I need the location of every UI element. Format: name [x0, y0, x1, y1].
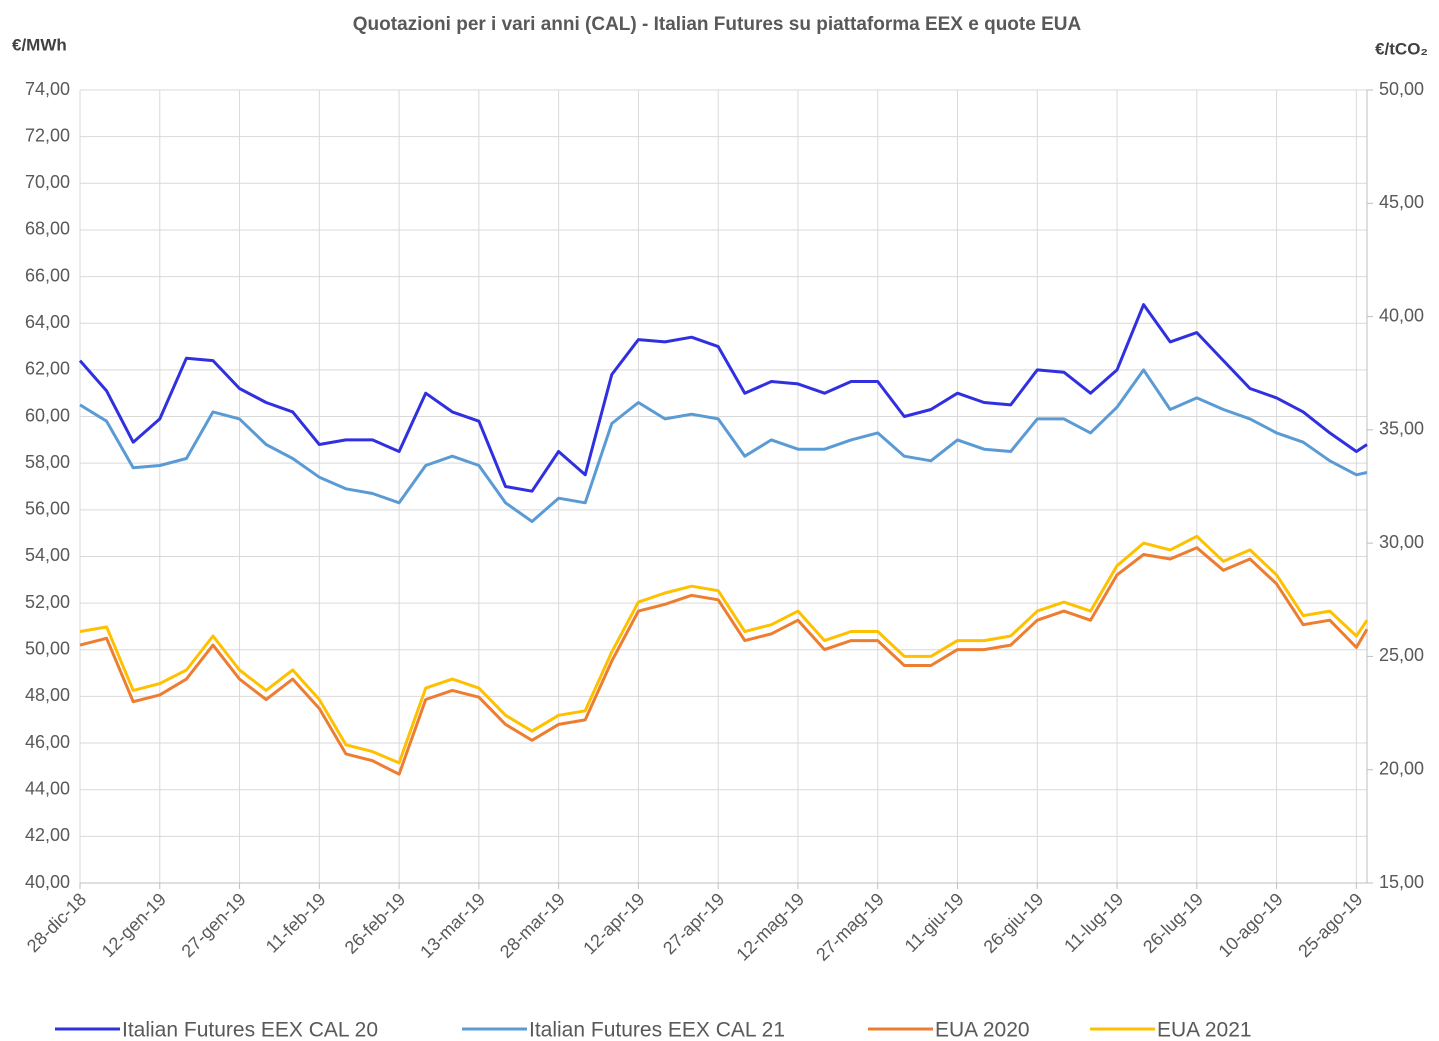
x-tick-label: 28-dic-18 [23, 889, 90, 956]
series-line [78, 303, 1368, 493]
x-tick-label: 11-giu-19 [901, 889, 968, 956]
y-tick-label: 62,00 [25, 359, 70, 379]
y-tick-label: 44,00 [25, 778, 70, 798]
y2-axis-label: €/tCO₂ [1375, 39, 1428, 58]
y2-tick-label: 30,00 [1379, 532, 1424, 552]
y-tick-label: 70,00 [25, 172, 70, 192]
y2-tick-label: 15,00 [1379, 872, 1424, 892]
x-tick-label: 25-ago-19 [1294, 889, 1366, 961]
y-tick-label: 56,00 [25, 499, 70, 519]
y-tick-label: 58,00 [25, 452, 70, 472]
x-tick-label: 13-mar-19 [416, 889, 489, 962]
x-tick-label: 12-gen-19 [98, 889, 170, 961]
x-tick-label: 12-apr-19 [579, 889, 648, 958]
x-tick-label: 28-mar-19 [496, 889, 569, 962]
y-tick-label: 66,00 [25, 265, 70, 285]
legend-label: Italian Futures EEX CAL 21 [529, 1019, 785, 1041]
chart-title: Quotazioni per i vari anni (CAL) - Itali… [353, 14, 1082, 35]
x-tick-label: 10-ago-19 [1215, 889, 1287, 961]
y2-tick-label: 25,00 [1379, 645, 1424, 665]
y-tick-label: 72,00 [25, 125, 70, 145]
y-tick-label: 74,00 [25, 79, 70, 99]
y-tick-label: 50,00 [25, 639, 70, 659]
y2-tick-label: 45,00 [1379, 192, 1424, 212]
x-tick-label: 11-feb-19 [262, 889, 330, 957]
y-tick-label: 46,00 [25, 732, 70, 752]
y-tick-label: 42,00 [25, 825, 70, 845]
legend-label: EUA 2021 [1157, 1019, 1252, 1041]
y2-tick-label: 20,00 [1379, 758, 1424, 778]
y-tick-label: 54,00 [25, 545, 70, 565]
y-tick-label: 40,00 [25, 872, 70, 892]
y-tick-label: 60,00 [25, 405, 70, 425]
x-tick-label: 11-lug-19 [1060, 889, 1127, 956]
y2-tick-label: 50,00 [1379, 79, 1424, 99]
x-tick-label: 26-feb-19 [341, 889, 410, 958]
legend-label: Italian Futures EEX CAL 20 [122, 1019, 378, 1041]
x-tick-label: 27-mag-19 [812, 889, 888, 965]
x-tick-label: 26-lug-19 [1139, 889, 1207, 957]
legend-label: EUA 2020 [935, 1019, 1030, 1041]
y-tick-label: 48,00 [25, 685, 70, 705]
y-tick-label: 68,00 [25, 219, 70, 239]
y-tick-label: 52,00 [25, 592, 70, 612]
y2-tick-label: 40,00 [1379, 305, 1424, 325]
series-line [79, 368, 1368, 523]
y-axis-label: €/MWh [12, 35, 67, 54]
y-tick-label: 64,00 [25, 312, 70, 332]
x-tick-label: 27-gen-19 [178, 889, 250, 961]
series-line [79, 534, 1369, 765]
x-tick-label: 27-apr-19 [659, 889, 728, 958]
x-tick-label: 26-giu-19 [980, 889, 1048, 957]
series-line [79, 546, 1369, 776]
y2-tick-label: 35,00 [1379, 419, 1424, 439]
x-tick-label: 12-mag-19 [732, 889, 808, 965]
